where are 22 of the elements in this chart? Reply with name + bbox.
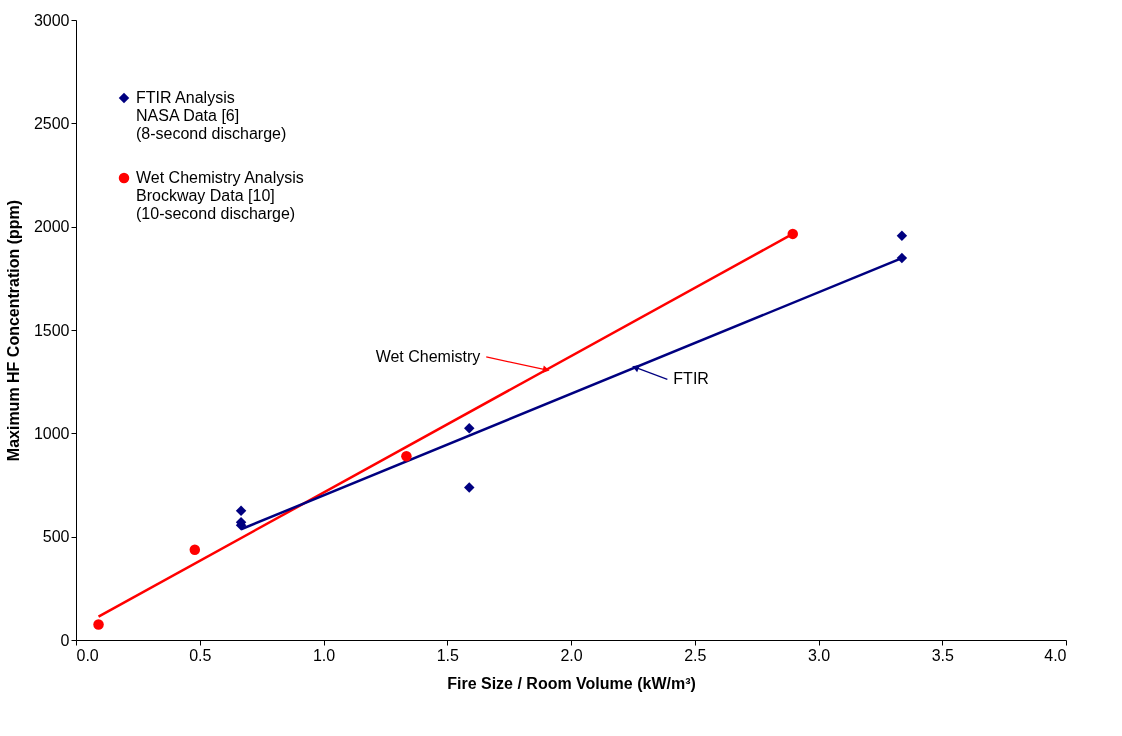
y-tick-label: 500 [42,528,70,546]
y-tick-label: 1500 [33,321,70,339]
y-tick-label: 0 [60,631,70,649]
x-tick-label: 4.0 [1044,646,1067,664]
y-tick-label: 2500 [33,114,70,132]
y-tick-label: 2000 [33,218,70,236]
legend-label: FTIR Analysis NASA Data [6] (8-second discharge) [136,89,287,142]
x-tick-label: 2.5 [684,646,707,664]
annotation: FTIR [673,370,709,388]
x-tick-label: 0.0 [76,646,99,664]
y-axis-title: Maximum HF Concentration (ppm) [4,199,22,462]
x-tick-label: 3.0 [807,646,831,664]
x-tick-label: 2.0 [560,646,583,664]
x-tick-label: 1.0 [312,646,336,664]
legend-label: Wet Chemistry Analysis Brockway Data [10] (10-second discharge) [136,169,304,222]
x-tick-label: 0.5 [189,646,212,664]
x-tick-label: 3.5 [931,646,954,664]
annotation: Wet Chemistry [375,347,481,365]
y-tick-label: 3000 [33,11,70,29]
x-tick-label: 1.5 [436,646,459,664]
y-tick-label: 1000 [33,424,70,442]
x-axis-title: Fire Size / Room Volume (kW/m³) [447,674,696,692]
